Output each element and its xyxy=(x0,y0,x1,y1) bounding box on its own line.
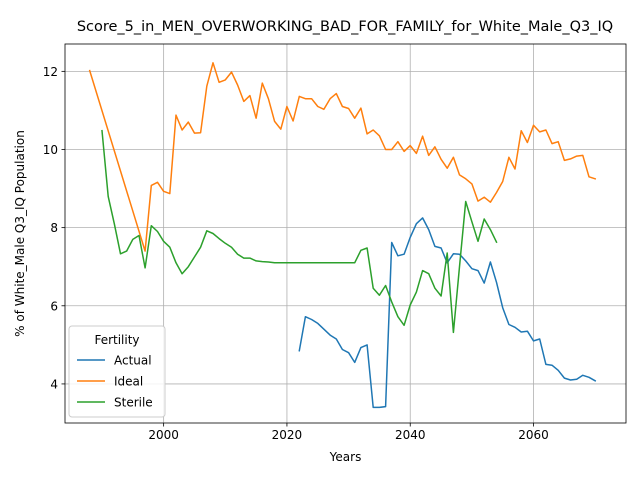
series-lines xyxy=(88,62,597,409)
legend-box xyxy=(68,325,166,418)
y-tick-label: 8 xyxy=(50,221,58,235)
y-axis-label: % of White_Male Q3_IQ Population xyxy=(13,130,27,337)
x-tick-label: 2000 xyxy=(148,428,179,442)
y-tick-label: 6 xyxy=(50,299,58,313)
legend: Fertility Actual Ideal Sterile xyxy=(68,325,166,418)
y-tick-label: 12 xyxy=(43,65,58,79)
series-line-sterile xyxy=(101,129,498,334)
legend-label-sterile: Sterile xyxy=(114,396,153,410)
axis-ticks: 2000 2020 2040 2060 4 6 8 10 12 xyxy=(43,65,549,442)
x-axis-label: Years xyxy=(329,450,362,464)
grid-lines xyxy=(65,44,626,423)
legend-title: Fertility xyxy=(94,333,139,347)
x-tick-label: 2040 xyxy=(395,428,426,442)
plot-area-frame xyxy=(64,43,627,424)
x-tick-label: 2020 xyxy=(272,428,303,442)
legend-label-actual: Actual xyxy=(114,354,152,368)
chart-title: Score_5_in_MEN_OVERWORKING_BAD_FOR_FAMIL… xyxy=(77,19,613,35)
series-line-ideal xyxy=(88,62,597,252)
series-line-actual xyxy=(298,217,597,409)
y-tick-label: 4 xyxy=(50,377,58,391)
legend-label-ideal: Ideal xyxy=(114,375,143,389)
x-tick-label: 2060 xyxy=(518,428,549,442)
legend-entries: Actual Ideal Sterile xyxy=(77,354,153,410)
y-tick-label: 10 xyxy=(43,143,58,157)
